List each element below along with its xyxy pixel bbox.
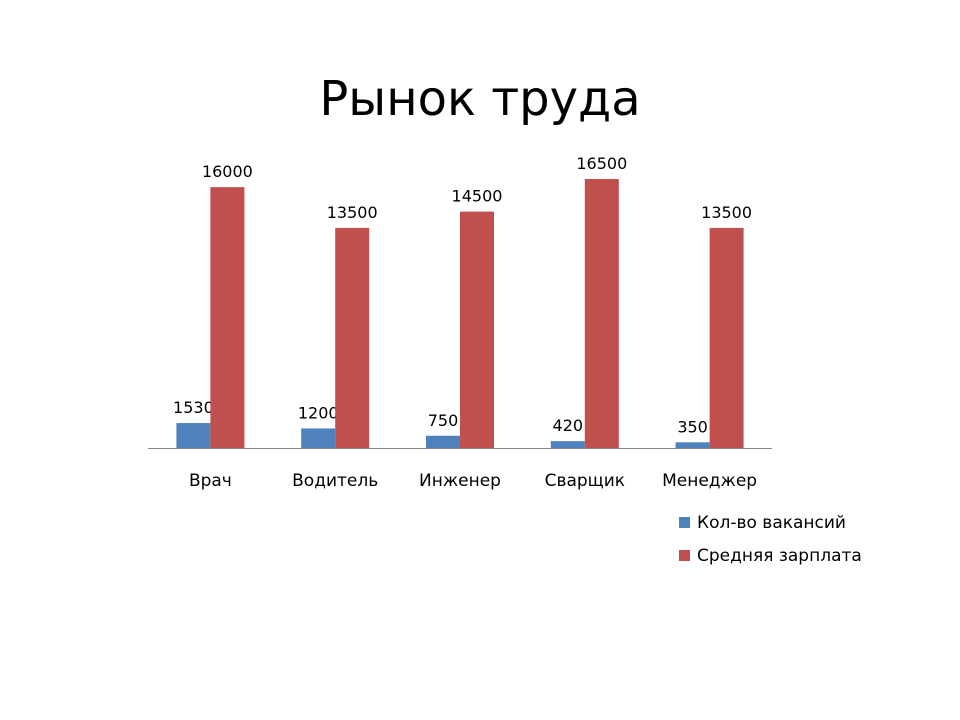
bar-vacancies-3 xyxy=(550,441,585,448)
data-label-salary-3: 16500 xyxy=(576,154,627,173)
legend-swatch-salary xyxy=(679,550,690,561)
slide-title: Рынок труда xyxy=(319,71,641,127)
data-label-vacancies-2: 750 xyxy=(428,411,459,430)
x-tick-label-1: Водитель xyxy=(292,471,378,491)
bar-salary-0 xyxy=(210,187,245,448)
legend-label-vacancies: Кол-во вакансий xyxy=(697,512,846,533)
x-tick-label-0: Врач xyxy=(189,471,232,491)
data-label-salary-4: 13500 xyxy=(701,203,752,222)
data-label-salary-2: 14500 xyxy=(452,187,503,206)
data-label-salary-1: 13500 xyxy=(327,203,378,222)
chart-legend: Кол-во вакансий Средняя зарплата xyxy=(679,506,862,572)
x-tick-label-2: Инженер xyxy=(419,471,501,491)
data-label-vacancies-4: 350 xyxy=(677,417,708,436)
legend-label-salary: Средняя зарплата xyxy=(697,545,862,566)
bar-vacancies-0 xyxy=(176,423,211,448)
bar-vacancies-1 xyxy=(301,428,336,448)
data-label-vacancies-1: 1200 xyxy=(298,403,339,422)
bar-salary-4 xyxy=(709,227,744,448)
bar-salary-3 xyxy=(584,179,619,448)
bar-vacancies-4 xyxy=(675,442,710,448)
bar-salary-1 xyxy=(335,227,370,448)
x-tick-label-3: Сварщик xyxy=(545,471,625,491)
data-label-vacancies-3: 420 xyxy=(553,416,584,435)
bar-vacancies-2 xyxy=(426,435,460,448)
x-tick-label-4: Менеджер xyxy=(662,471,757,491)
legend-swatch-vacancies xyxy=(679,517,690,528)
legend-item-salary: Средняя зарплата xyxy=(679,539,862,572)
legend-item-vacancies: Кол-во вакансий xyxy=(679,506,862,539)
data-label-vacancies-0: 1530 xyxy=(173,398,214,417)
bar-salary-2 xyxy=(460,211,494,448)
data-label-salary-0: 16000 xyxy=(202,162,253,181)
